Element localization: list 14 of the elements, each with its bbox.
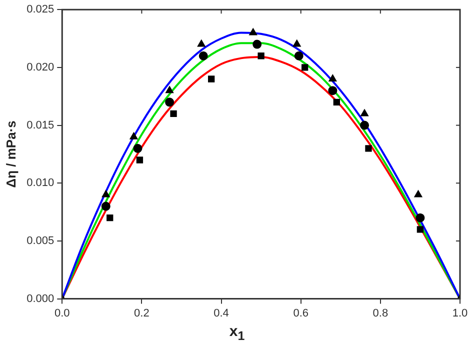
x-tick-label: 0.2 [134, 307, 150, 320]
y-tick-label: 0.020 [26, 61, 54, 74]
x-axis-title: x$_{1}$ [228, 323, 246, 343]
x-tick-label: 0.8 [372, 307, 388, 320]
y-tick-label: 0.015 [26, 119, 54, 132]
y-tick-label: 0.000 [26, 292, 54, 305]
y-axis-title: Δη / mPa·s [3, 120, 18, 188]
y-tick-label: 0.025 [26, 4, 54, 16]
x-tick-label: 1.0 [452, 307, 468, 320]
x-tick-label: 0.4 [214, 307, 229, 320]
x-tick-label: 0.6 [293, 307, 308, 320]
y-tick-label: 0.005 [26, 234, 54, 247]
y-tick-label: 0.010 [26, 177, 54, 190]
x-tick-label: 0.0 [54, 307, 70, 320]
